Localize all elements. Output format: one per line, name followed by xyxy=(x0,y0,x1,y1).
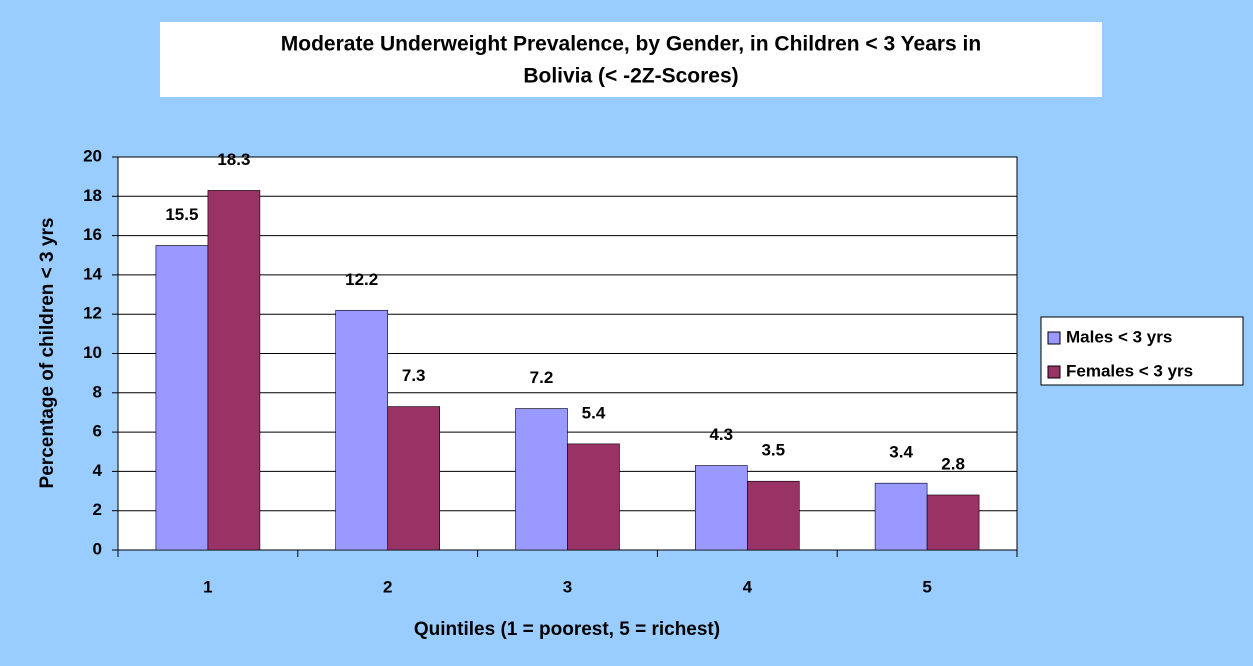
bar xyxy=(515,408,568,551)
x-axis-label: Quintiles (1 = poorest, 5 = richest) xyxy=(414,619,720,640)
value-label: 3.5 xyxy=(761,441,785,460)
bar xyxy=(746,480,800,551)
y-tick-label: 2 xyxy=(93,500,102,519)
legend-label: Females < 3 yrs xyxy=(1066,361,1193,380)
bar xyxy=(694,465,748,551)
value-label: 2.8 xyxy=(941,454,965,473)
y-tick-label: 0 xyxy=(93,539,102,558)
chart-title: Bolivia (< -2Z-Scores) xyxy=(523,65,738,88)
bar xyxy=(335,309,389,551)
value-label: 7.2 xyxy=(530,368,554,387)
y-tick-label: 18 xyxy=(83,186,102,205)
legend xyxy=(1040,316,1244,386)
y-tick-label: 12 xyxy=(83,304,102,323)
y-tick-label: 16 xyxy=(83,225,102,244)
y-tick-label: 8 xyxy=(93,382,102,401)
bar xyxy=(207,190,261,551)
chart-title: Moderate Underweight Prevalence, by Gend… xyxy=(281,33,981,56)
bar xyxy=(567,443,620,551)
bar xyxy=(387,406,441,551)
y-tick-label: 6 xyxy=(93,422,102,441)
y-tick-label: 10 xyxy=(83,343,102,362)
y-tick-label: 20 xyxy=(83,146,102,165)
x-tick-label: 2 xyxy=(383,577,392,596)
title-box xyxy=(160,22,1102,97)
value-label: 15.5 xyxy=(165,205,198,224)
value-label: 4.3 xyxy=(709,425,733,444)
y-axis-label: Percentage of children < 3 yrs xyxy=(37,218,58,489)
bar xyxy=(926,494,980,551)
legend-label: Males < 3 yrs xyxy=(1066,327,1172,346)
value-label: 12.2 xyxy=(345,270,378,289)
value-label: 5.4 xyxy=(582,403,606,422)
legend-swatch xyxy=(1047,365,1061,379)
y-tick-label: 14 xyxy=(83,264,102,283)
x-tick-label: 3 xyxy=(563,577,572,596)
y-tick-label: 4 xyxy=(93,461,103,480)
x-tick-label: 1 xyxy=(203,577,212,596)
value-label: 7.3 xyxy=(402,366,426,385)
x-tick-label: 5 xyxy=(922,577,931,596)
x-tick-label: 4 xyxy=(743,577,753,596)
value-label: 18.3 xyxy=(217,150,250,169)
value-label: 3.4 xyxy=(889,443,913,462)
bar xyxy=(874,482,928,551)
bar xyxy=(155,245,209,551)
legend-swatch xyxy=(1047,331,1061,345)
